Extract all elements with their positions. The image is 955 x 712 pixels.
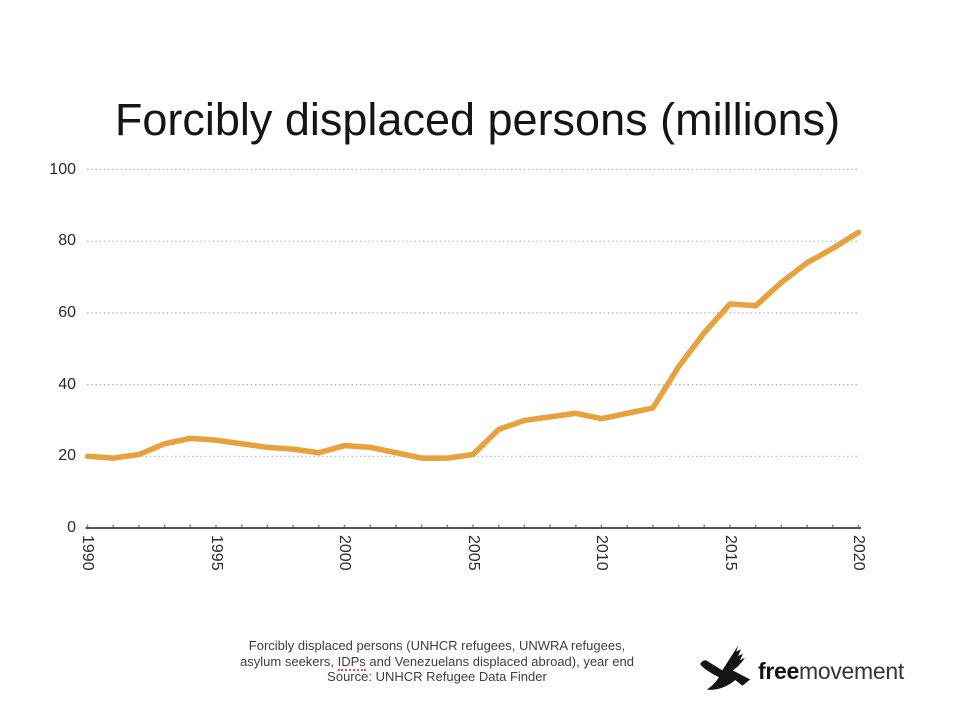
caption-line-2-after: and Venezuelans displaced abroad), year … <box>365 653 634 669</box>
data-line <box>84 229 862 461</box>
y-axis-tick-label: 40 <box>58 375 76 393</box>
x-axis-tick-label: 2015 <box>721 535 739 571</box>
x-axis-tick-label: 2000 <box>336 535 353 571</box>
caption-line-3: Source: UNHCR Refugee Data Finder <box>327 669 547 684</box>
y-axis-tick-label: 20 <box>58 447 76 465</box>
freemovement-logo: freemovement <box>697 641 927 696</box>
x-axis-tick-label: 2005 <box>464 535 482 571</box>
x-axis-tick-label: 2020 <box>850 535 867 571</box>
x-axis-tick-label: 2010 <box>593 535 610 571</box>
source-caption: Forcibly displaced persons (UNHCR refuge… <box>187 638 687 685</box>
y-axis-tick-label: 0 <box>67 519 76 536</box>
caption-line-2-before: asylum seekers, <box>240 653 338 669</box>
flying-goose-icon <box>700 644 751 690</box>
x-axis-tick-label: 1995 <box>207 535 225 571</box>
caption-spellchecked-word: IDPs <box>337 653 366 671</box>
caption-line-1: Forcibly displaced persons (UNHCR refuge… <box>248 638 626 653</box>
logo-wordmark: freemovement <box>758 658 904 685</box>
y-axis-tick-label: 100 <box>49 160 76 178</box>
y-axis-tick-label: 60 <box>58 303 76 321</box>
x-axis-tick-label: 1990 <box>79 535 96 571</box>
caption-line-2: asylum seekers, IDPs and Venezuelans dis… <box>187 653 687 671</box>
y-axis-tick-label: 80 <box>58 232 76 250</box>
chart-title: Forcibly displaced persons (millions) <box>114 94 841 145</box>
logo-word-free: free <box>758 658 799 684</box>
logo-word-movement: movement <box>799 658 904 684</box>
